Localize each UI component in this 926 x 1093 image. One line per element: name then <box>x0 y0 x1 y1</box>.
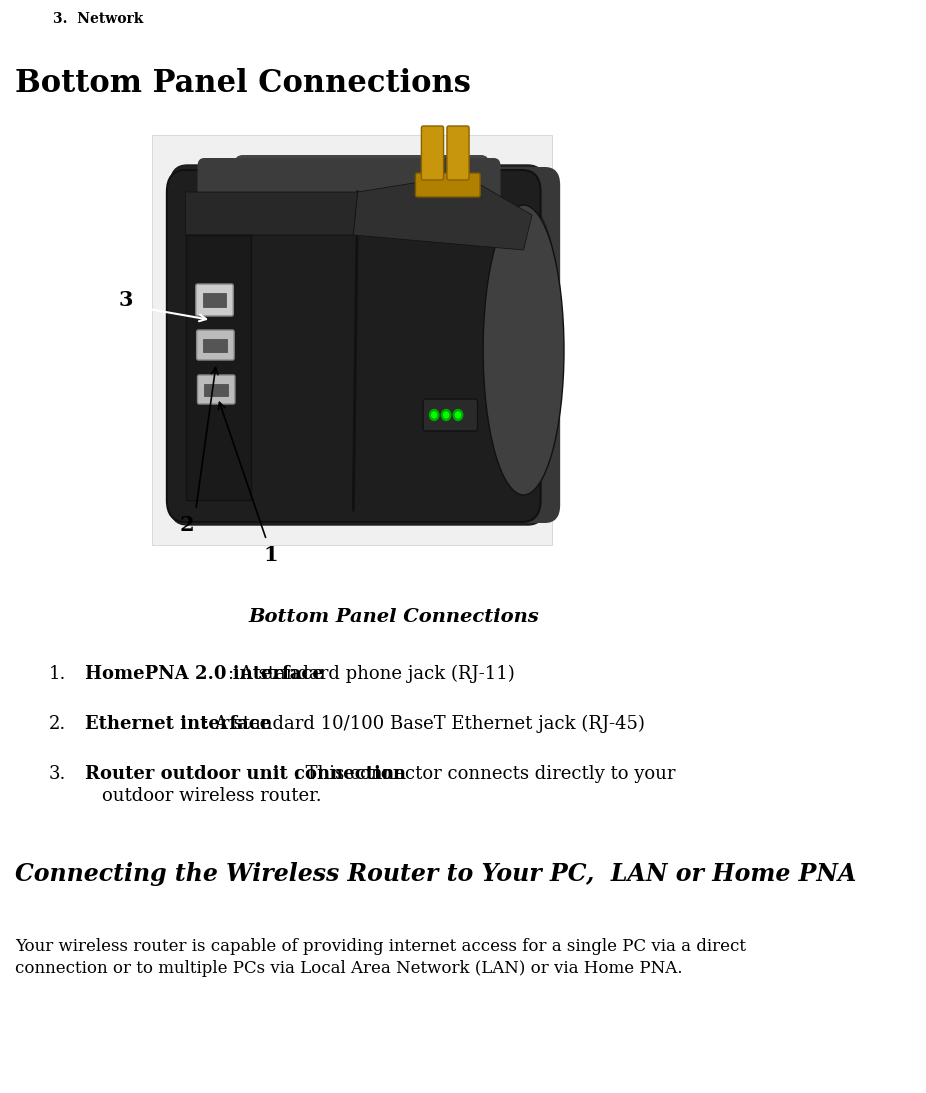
FancyBboxPatch shape <box>152 136 552 545</box>
Text: Connecting the Wireless Router to Your PC,  LAN or Home PNA: Connecting the Wireless Router to Your P… <box>16 862 857 886</box>
Text: Ethernet interface: Ethernet interface <box>85 715 271 733</box>
Text: 3.  Network: 3. Network <box>53 12 144 26</box>
FancyBboxPatch shape <box>170 165 544 525</box>
FancyBboxPatch shape <box>187 192 519 498</box>
FancyBboxPatch shape <box>197 158 501 216</box>
Circle shape <box>430 410 439 421</box>
Text: connection or to multiple PCs via Local Area Network (LAN) or via Home PNA.: connection or to multiple PCs via Local … <box>16 960 682 977</box>
Circle shape <box>442 410 451 421</box>
Text: 1.: 1. <box>49 665 67 683</box>
Text: Router outdoor unit connection: Router outdoor unit connection <box>85 765 407 783</box>
FancyBboxPatch shape <box>416 173 481 197</box>
Text: Bottom Panel Connections: Bottom Panel Connections <box>16 68 471 99</box>
Text: 3: 3 <box>119 290 133 310</box>
FancyBboxPatch shape <box>204 339 227 352</box>
Text: : A standard phone jack (RJ-11): : A standard phone jack (RJ-11) <box>228 665 515 683</box>
Text: 2.: 2. <box>49 715 67 733</box>
Text: Your wireless router is capable of providing internet access for a single PC via: Your wireless router is capable of provi… <box>16 938 746 955</box>
FancyBboxPatch shape <box>234 155 490 230</box>
Text: Bottom Panel Connections: Bottom Panel Connections <box>249 608 540 626</box>
Ellipse shape <box>494 205 562 485</box>
Circle shape <box>454 410 463 421</box>
Text: HomePNA 2.0 interface: HomePNA 2.0 interface <box>85 665 324 683</box>
FancyBboxPatch shape <box>423 399 478 431</box>
Circle shape <box>432 412 437 418</box>
Circle shape <box>456 412 460 418</box>
FancyBboxPatch shape <box>447 126 469 180</box>
Text: 2: 2 <box>180 515 194 534</box>
Text: 1: 1 <box>263 545 278 565</box>
Text: : A standard 10/100 BaseT Ethernet jack (RJ-45): : A standard 10/100 BaseT Ethernet jack … <box>203 715 644 733</box>
FancyBboxPatch shape <box>167 171 541 522</box>
FancyBboxPatch shape <box>196 330 234 360</box>
FancyBboxPatch shape <box>317 167 560 522</box>
Text: : This connector connects directly to your: : This connector connects directly to yo… <box>288 765 675 783</box>
Polygon shape <box>185 192 357 235</box>
FancyBboxPatch shape <box>185 235 251 500</box>
Polygon shape <box>354 175 532 250</box>
FancyBboxPatch shape <box>195 284 233 316</box>
FancyBboxPatch shape <box>197 375 235 404</box>
Text: 3.: 3. <box>49 765 67 783</box>
Text: outdoor wireless router.: outdoor wireless router. <box>102 787 321 806</box>
FancyBboxPatch shape <box>421 126 444 180</box>
Circle shape <box>444 412 449 418</box>
FancyBboxPatch shape <box>205 384 228 396</box>
FancyBboxPatch shape <box>203 293 227 307</box>
Ellipse shape <box>483 205 564 495</box>
